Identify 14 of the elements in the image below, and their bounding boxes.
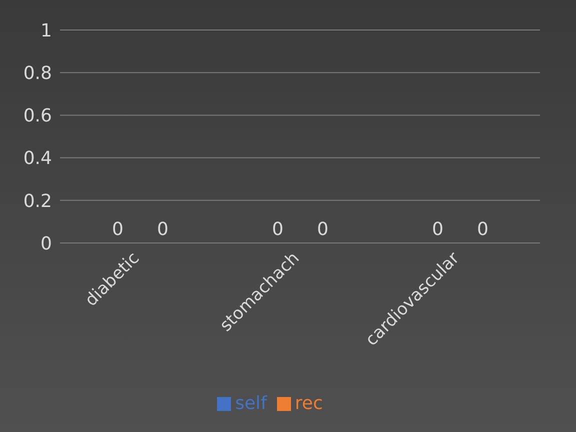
legend-label: self — [235, 393, 267, 414]
data-label: 0 — [432, 219, 444, 240]
y-tick-label: 0 — [40, 233, 52, 254]
data-label: 0 — [112, 219, 124, 240]
y-tick-label: 1 — [40, 20, 52, 42]
y-tick-label: 0.4 — [23, 148, 52, 170]
y-tick-label: 0.8 — [23, 62, 52, 84]
data-label: 0 — [316, 219, 328, 240]
y-tick-label: 0.6 — [23, 106, 52, 127]
y-tick-label: 0.2 — [23, 190, 52, 212]
data-label: 0 — [476, 219, 488, 240]
data-label: 0 — [156, 219, 168, 240]
data-label: 0 — [272, 219, 284, 240]
legend-label: rec — [294, 393, 323, 414]
